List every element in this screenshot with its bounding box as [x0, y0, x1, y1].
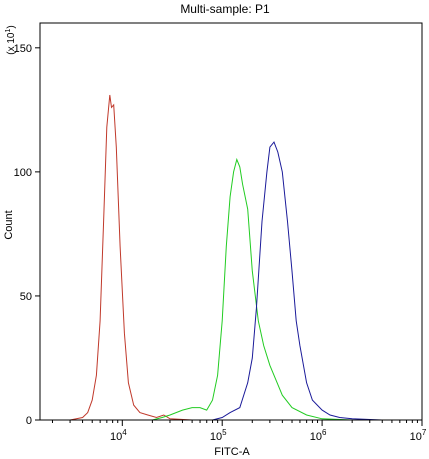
series-line-1	[40, 157, 353, 421]
x-tick-label-0: 104	[110, 428, 127, 443]
x-tick-label-1: 105	[210, 428, 227, 443]
y-tick-label-3: 150	[14, 43, 32, 55]
series-line-2	[40, 141, 383, 421]
x-tick-label-2: 106	[310, 428, 327, 443]
plot-layer: 0 50 100 150 104 105 106 107	[14, 43, 427, 443]
y-axis-multiplier: (x 101)	[5, 25, 17, 54]
y-tick-label-2: 100	[14, 167, 32, 179]
y-axis-multiplier-exp: 1	[5, 29, 12, 33]
y-tick-label-1: 50	[20, 291, 32, 303]
chart-title: Multi-sample: P1	[180, 2, 270, 16]
y-tick-label-0: 0	[26, 415, 32, 427]
series-line-0	[40, 94, 193, 421]
x-axis-label: FITC-A	[214, 446, 250, 458]
y-axis-multiplier-close: )	[6, 25, 17, 28]
x-tick-label-3: 107	[410, 428, 427, 443]
y-axis-multiplier-text: (x 10	[6, 32, 17, 55]
plot-frame	[39, 22, 423, 421]
y-axis-label: Count	[3, 210, 15, 239]
